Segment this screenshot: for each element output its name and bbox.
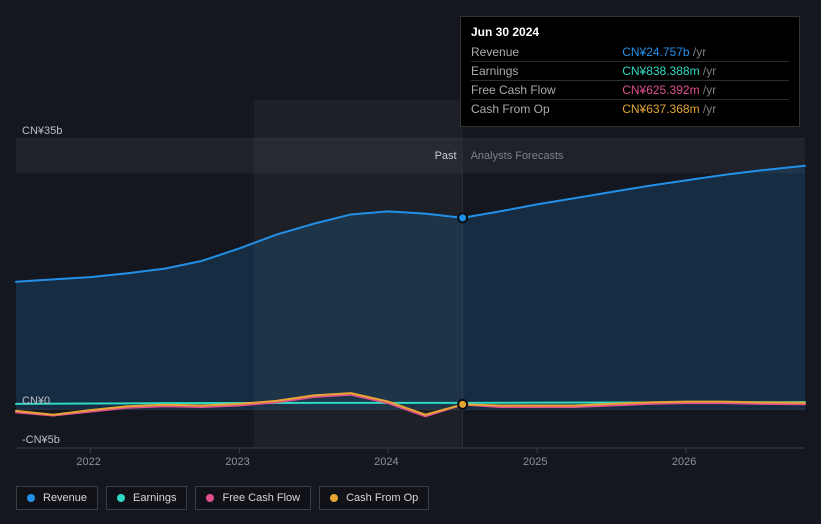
tooltip-row-value: CN¥637.368m /yr [622,100,789,119]
legend-item-fcf[interactable]: Free Cash Flow [195,486,311,510]
tooltip-title: Jun 30 2024 [471,25,789,39]
marker-revenue [458,213,467,222]
x-tick-label: 2023 [225,456,249,468]
tooltip-row-value: CN¥838.388m /yr [622,62,789,81]
legend-item-revenue[interactable]: Revenue [16,486,98,510]
legend-item-label: Free Cash Flow [222,492,300,504]
marker-cfo [458,400,467,409]
tooltip-row-value: CN¥24.757b /yr [622,43,789,62]
y-tick-label: CN¥35b [22,125,62,137]
tooltip-row-label: Earnings [471,62,622,81]
legend-item-label: Cash From Op [346,492,418,504]
financial-forecast-chart: CN¥35b CN¥0 -CN¥5b 2022 2023 2024 2025 2026 Pa… [0,0,821,524]
y-tick-label: -CN¥5b [22,434,60,446]
legend-dot-icon [330,494,338,502]
data-tooltip: Jun 30 2024 RevenueCN¥24.757b /yrEarning… [460,16,800,127]
legend-item-cfo[interactable]: Cash From Op [319,486,429,510]
y-tick-label: CN¥0 [22,395,50,407]
tooltip-row-label: Free Cash Flow [471,81,622,100]
tooltip-row-value: CN¥625.392m /yr [622,81,789,100]
tooltip-row-label: Revenue [471,43,622,62]
forecast-section-label: Analysts Forecasts [471,150,564,162]
legend-item-label: Revenue [43,492,87,504]
past-section-label: Past [435,150,457,162]
legend-dot-icon [117,494,125,502]
tooltip-row: Free Cash FlowCN¥625.392m /yr [471,81,789,100]
legend-dot-icon [206,494,214,502]
tooltip-row: RevenueCN¥24.757b /yr [471,43,789,62]
tooltip-row: Cash From OpCN¥637.368m /yr [471,100,789,119]
legend-item-label: Earnings [133,492,176,504]
legend-item-earnings[interactable]: Earnings [106,486,187,510]
chart-legend: Revenue Earnings Free Cash Flow Cash From O… [16,486,429,510]
x-tick-label: 2022 [76,456,100,468]
tooltip-row-label: Cash From Op [471,100,622,119]
x-tick-label: 2024 [374,456,398,468]
legend-dot-icon [27,494,35,502]
x-tick-label: 2025 [523,456,547,468]
x-tick-label: 2026 [672,456,696,468]
tooltip-row: EarningsCN¥838.388m /yr [471,62,789,81]
